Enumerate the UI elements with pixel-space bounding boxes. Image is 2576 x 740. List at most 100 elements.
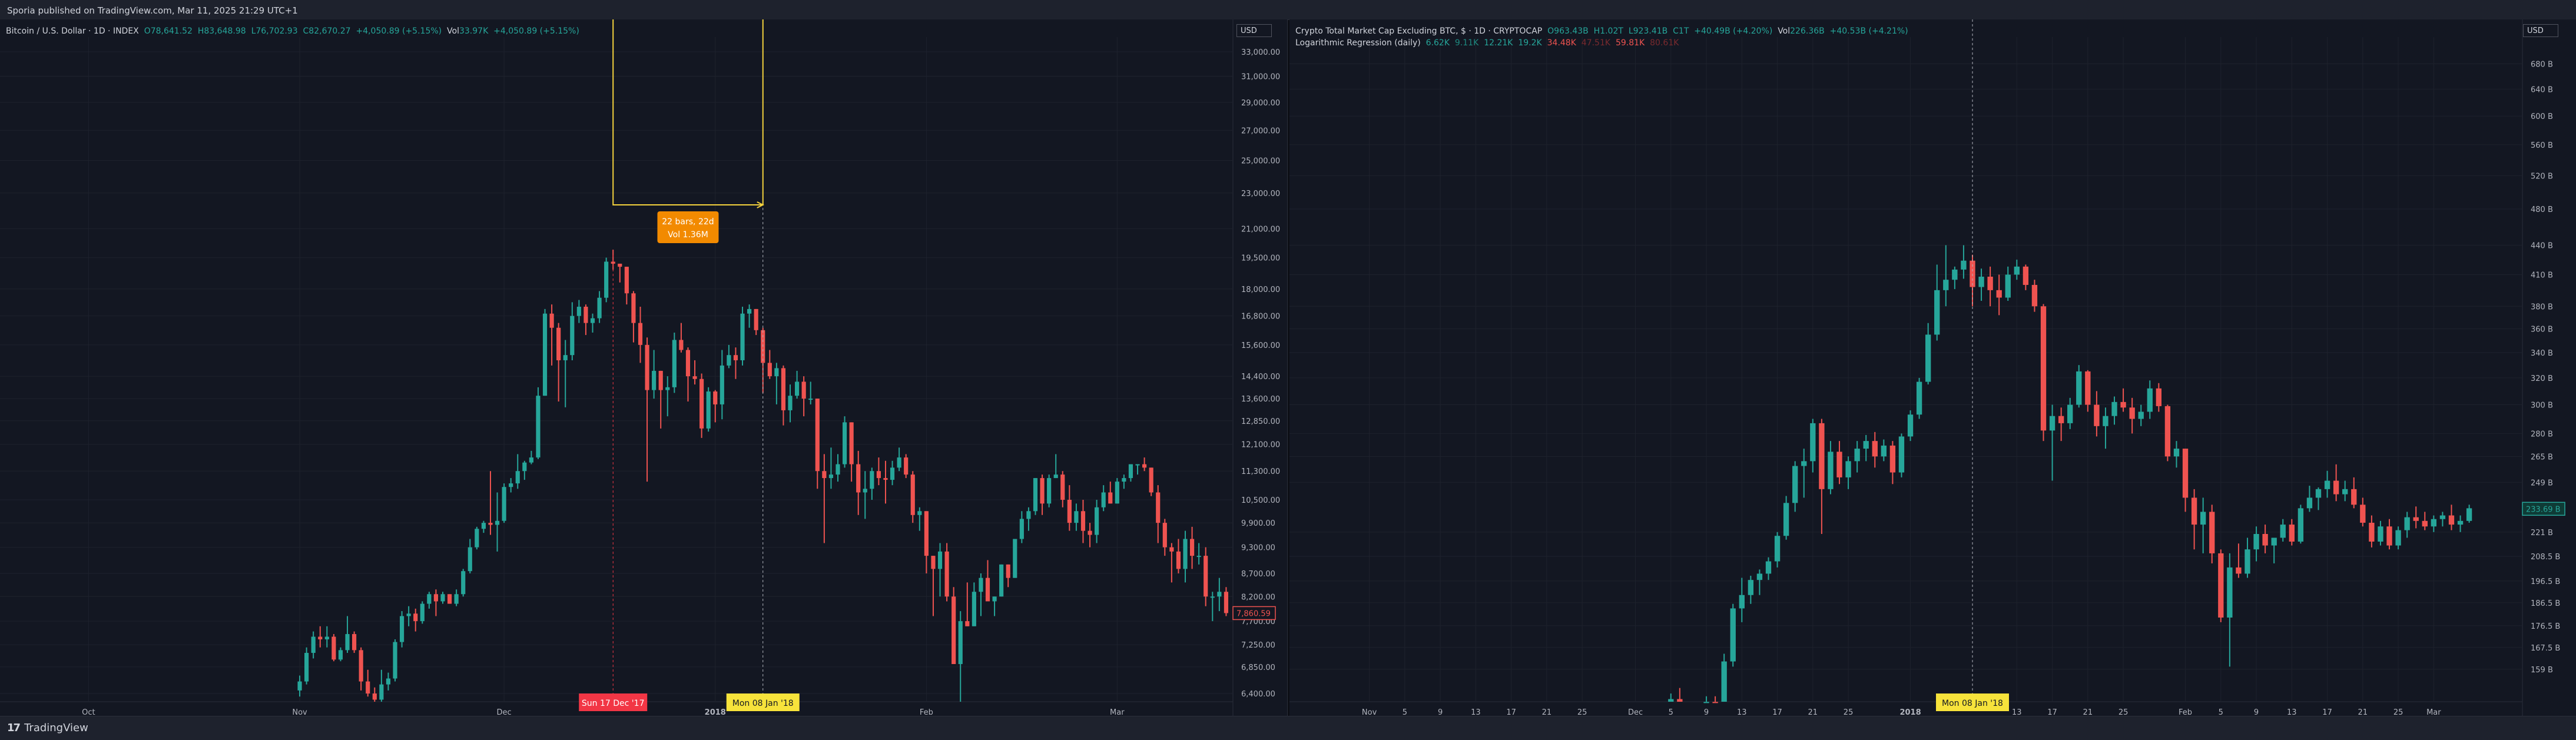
price-tick-label: 640 B xyxy=(2531,85,2553,94)
candle-body xyxy=(2324,480,2330,489)
candle-body xyxy=(2280,525,2286,538)
candle-body xyxy=(1739,595,1745,609)
time-tick-label: 21 xyxy=(2358,708,2368,716)
candle-body xyxy=(1013,539,1017,578)
candle-body xyxy=(2014,266,2020,275)
logreg-indicator-name[interactable]: Logarithmic Regression (daily) xyxy=(1295,38,1421,48)
candle-body xyxy=(672,340,677,387)
candle-body xyxy=(1792,466,1798,503)
logreg-val-2: 9.11K xyxy=(1454,38,1479,48)
candle-body xyxy=(1854,449,1860,462)
candle-body xyxy=(338,650,343,660)
btc-vol-change: +4,050.89 (+5.15%) xyxy=(493,26,579,36)
time-tick-label: 17 xyxy=(2047,708,2057,716)
candle-body xyxy=(999,564,1004,597)
altcap-chart-pane[interactable]: 680 B 640 B 600 B 560 B 520 B 480 B 440 B 410 B… xyxy=(1289,19,2576,716)
time-tick-label: 13 xyxy=(1471,708,1481,716)
last-price-tag: 233.69 B xyxy=(2526,505,2561,514)
time-tick-label: 21 xyxy=(1808,708,1818,716)
candle-body xyxy=(1108,492,1113,504)
candle-body xyxy=(2182,449,2189,498)
logreg-val-1: 6.62K xyxy=(1425,38,1450,48)
candle-body xyxy=(345,634,350,651)
candle-body xyxy=(794,381,800,396)
btc-vol-label: Vol xyxy=(447,26,459,36)
candle-body xyxy=(2378,526,2383,542)
candle-body xyxy=(652,370,657,390)
candle-body xyxy=(2138,412,2144,419)
price-tick-label: 33,000.00 xyxy=(1241,48,1280,57)
altcap-open: O963.43B xyxy=(1547,26,1589,36)
candle-body xyxy=(842,422,847,464)
price-tick-label: 680 B xyxy=(2531,61,2553,69)
altcap-chart-svg[interactable]: 680 B 640 B 600 B 560 B 520 B 480 B 440 B 410 B… xyxy=(1289,19,2576,716)
candle-body xyxy=(2227,567,2233,618)
candle-body xyxy=(1828,452,1834,489)
price-tick-label: 600 B xyxy=(2531,112,2553,121)
candle-body xyxy=(304,653,309,682)
candle-body xyxy=(1047,478,1052,504)
candle-body xyxy=(1088,530,1092,535)
candle-body xyxy=(631,293,636,323)
candle-body xyxy=(1183,539,1188,569)
candle-body xyxy=(352,634,357,651)
candle-body xyxy=(393,642,397,679)
footer-brand[interactable]: 17 TradingView xyxy=(7,722,88,734)
candle-body xyxy=(1115,482,1119,504)
time-tick-label: 9 xyxy=(1704,708,1709,716)
candle-body xyxy=(413,613,418,622)
price-tick-label: 340 B xyxy=(2531,349,2553,358)
time-tick-label: 13 xyxy=(2012,708,2022,716)
candle-body xyxy=(590,318,595,323)
time-tick-label: 25 xyxy=(1844,708,1854,716)
price-tick-label: 6,850.00 xyxy=(1241,663,1275,672)
candle-body xyxy=(720,365,724,404)
price-tick-label: 15,600.00 xyxy=(1241,341,1280,350)
candle-body xyxy=(461,571,466,595)
altcap-volume: 226.36B xyxy=(1790,26,1825,36)
time-tick-label: Nov xyxy=(1362,708,1377,716)
price-tick-label: 249 B xyxy=(2531,479,2553,487)
candle-body xyxy=(2209,512,2215,553)
candle-body xyxy=(2457,520,2464,525)
candle-body xyxy=(952,596,956,665)
candle-body xyxy=(542,313,548,396)
candle-body xyxy=(2404,517,2410,530)
candle-body xyxy=(549,313,554,328)
candle-body xyxy=(1712,702,1718,704)
candle-body xyxy=(2297,508,2304,542)
candle-body xyxy=(1756,573,1763,580)
candle-body xyxy=(509,483,513,487)
candle-body xyxy=(958,621,963,665)
altcap-symbol[interactable]: Crypto Total Market Cap Excluding BTC, $… xyxy=(1295,26,1543,36)
candle-body xyxy=(1721,661,1727,702)
candle-body xyxy=(1217,592,1222,597)
measure-bars-label: 22 bars, 22d xyxy=(662,217,714,227)
btc-change: +4,050.89 (+5.15%) xyxy=(356,26,442,36)
btc-currency-button[interactable]: USD xyxy=(1236,24,1272,37)
candle-body xyxy=(679,340,684,350)
time-tick-label: 2018 xyxy=(1899,708,1921,716)
candle-body xyxy=(2058,416,2064,423)
time-tick-label: 9 xyxy=(1438,708,1443,716)
btc-high: H83,648.98 xyxy=(197,26,246,36)
date-tag-yellow: Mon 08 Jan '18 xyxy=(732,699,794,708)
candle-body xyxy=(740,313,745,360)
candle-body xyxy=(2306,497,2313,509)
btc-symbol[interactable]: Bitcoin / U.S. Dollar · 1D · INDEX xyxy=(6,26,139,36)
btc-chart-svg[interactable]: 33,000.00 31,000.00 29,000.00 27,000.00 25,0… xyxy=(0,19,1287,716)
time-tick-label: Feb xyxy=(920,708,933,716)
btc-chart-pane[interactable]: 33,000.00 31,000.00 29,000.00 27,000.00 25,0… xyxy=(0,19,1288,716)
candle-body xyxy=(1176,551,1181,569)
candle-body xyxy=(2031,284,2038,307)
candle-body xyxy=(904,457,909,475)
altcap-currency-button[interactable]: USD xyxy=(2523,24,2558,37)
altcap-legend: Crypto Total Market Cap Excluding BTC, $… xyxy=(1295,26,1908,36)
candle-body xyxy=(1074,511,1079,523)
candle-body xyxy=(979,578,983,592)
time-tick-label: Dec xyxy=(1628,708,1643,716)
time-tick-label: 5 xyxy=(2219,708,2223,716)
altcap-close: C1T xyxy=(1673,26,1689,36)
candle-body xyxy=(801,381,806,399)
price-tick-label: 167.5 B xyxy=(2531,644,2560,653)
